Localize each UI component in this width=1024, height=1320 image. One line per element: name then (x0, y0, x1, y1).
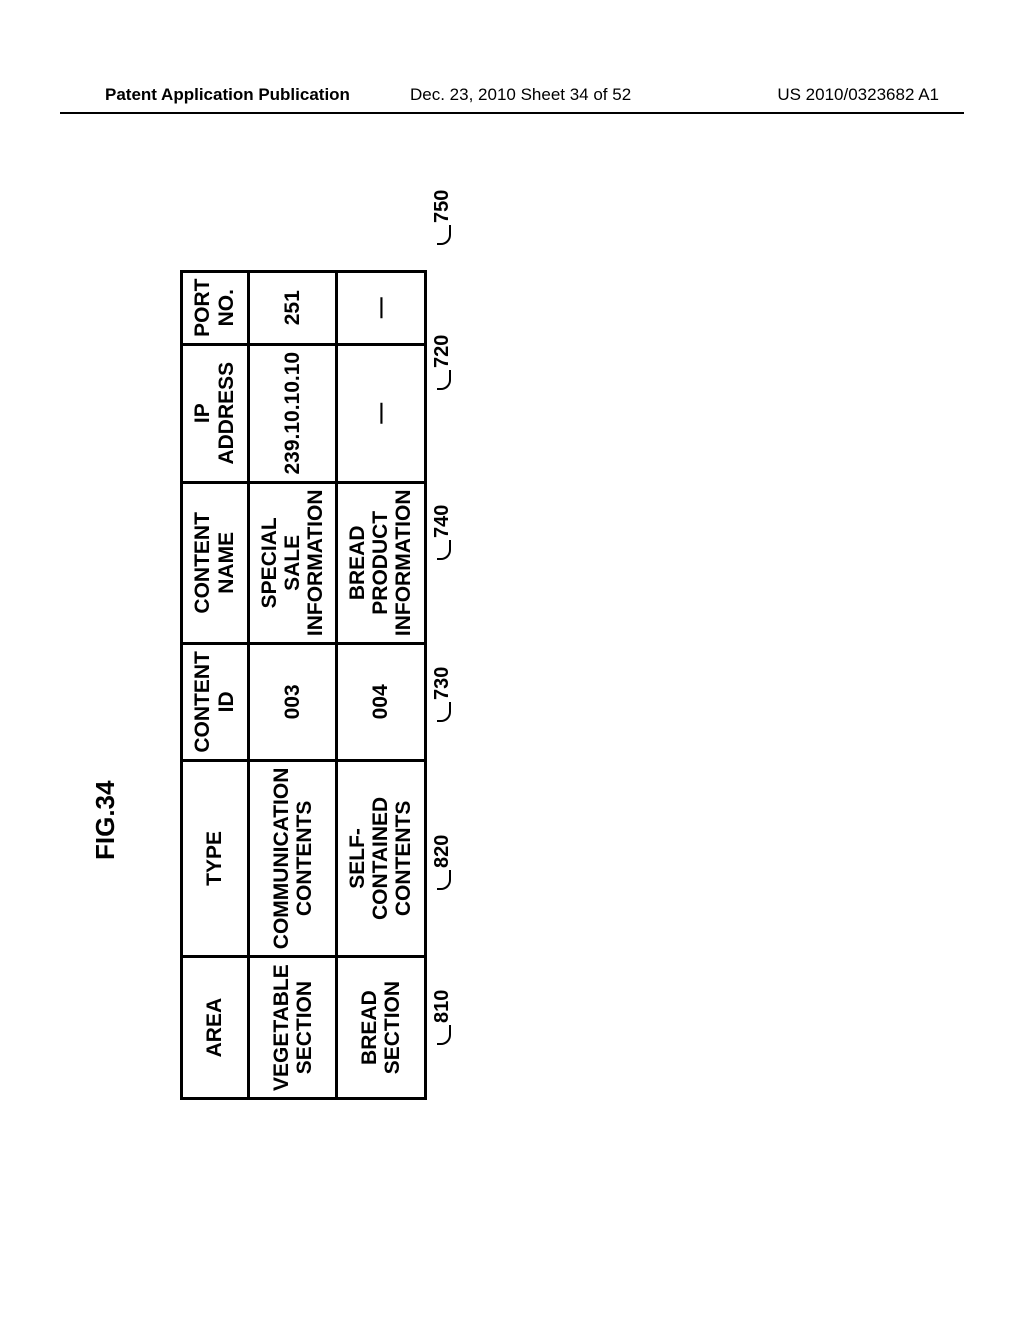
cell-content-name-1: BREAD PRODUCTINFORMATION (337, 482, 425, 644)
figure-label: FIG.34 (90, 781, 121, 860)
ref-label-730: 730 (431, 667, 454, 722)
content-data-table: AREA TYPE CONTENT ID CONTENT NAME IP ADD… (180, 270, 427, 1100)
header-content-id: CONTENT ID (182, 644, 249, 761)
ref-text-750: 750 (431, 190, 454, 223)
ref-curve-icon (437, 370, 451, 390)
cell-type-1: SELF-CONTAINEDCONTENTS (337, 760, 425, 957)
cell-type-0: COMMUNICATIONCONTENTS (249, 760, 337, 957)
cell-area-0: VEGETABLESECTION (249, 957, 337, 1099)
cell-ip-0: 239.10.10.10 (249, 344, 337, 482)
header-port-no: PORT NO. (182, 271, 249, 344)
cell-ip-1: — (337, 344, 425, 482)
cell-port-0: 251 (249, 271, 337, 344)
table-row: VEGETABLESECTION COMMUNICATIONCONTENTS 0… (249, 271, 337, 1098)
ref-text-730: 730 (431, 667, 454, 700)
header-left-text: Patent Application Publication (105, 85, 350, 105)
ref-text-740: 740 (431, 505, 454, 538)
ref-label-740: 740 (431, 505, 454, 560)
ref-text-810: 810 (431, 990, 454, 1023)
table-row: BREADSECTION SELF-CONTAINEDCONTENTS 004 … (337, 271, 425, 1098)
ref-label-820: 820 (431, 835, 454, 890)
header-separator-line (60, 112, 964, 114)
header-ip-address: IP ADDRESS (182, 344, 249, 482)
header-type: TYPE (182, 760, 249, 957)
ref-label-810: 810 (431, 990, 454, 1045)
reference-labels-row: 810 820 730 740 720 750 (431, 270, 461, 1100)
cell-area-1: BREADSECTION (337, 957, 425, 1099)
ref-text-820: 820 (431, 835, 454, 868)
table-header-row: AREA TYPE CONTENT ID CONTENT NAME IP ADD… (182, 271, 249, 1098)
ref-curve-icon (437, 225, 451, 245)
ref-text-720: 720 (431, 335, 454, 368)
ref-curve-icon (437, 702, 451, 722)
header-center-text: Dec. 23, 2010 Sheet 34 of 52 (410, 85, 631, 105)
cell-content-id-0: 003 (249, 644, 337, 761)
header-content-name: CONTENT NAME (182, 482, 249, 644)
rotated-table-wrapper: AREA TYPE CONTENT ID CONTENT NAME IP ADD… (180, 270, 461, 1100)
header-area: AREA (182, 957, 249, 1099)
ref-label-720: 720 (431, 335, 454, 390)
cell-port-1: — (337, 271, 425, 344)
figure-container: FIG.34 AREA TYPE CONTENT ID CONTENT NAME… (100, 180, 920, 1230)
ref-label-750: 750 (431, 190, 454, 245)
header-right-text: US 2010/0323682 A1 (777, 85, 939, 105)
cell-content-id-1: 004 (337, 644, 425, 761)
ref-curve-icon (437, 540, 451, 560)
cell-content-name-0: SPECIAL SALEINFORMATION (249, 482, 337, 644)
ref-curve-icon (437, 870, 451, 890)
ref-curve-icon (437, 1025, 451, 1045)
